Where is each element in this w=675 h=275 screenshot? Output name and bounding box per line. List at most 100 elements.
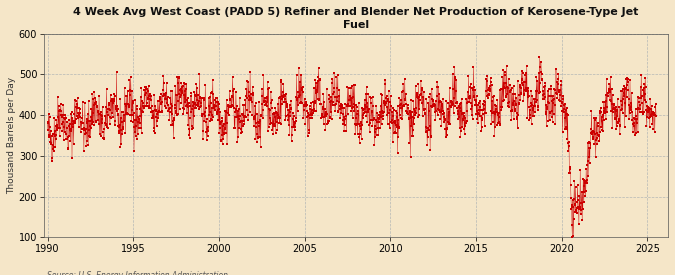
Point — [383, 99, 394, 103]
Point — [286, 106, 296, 110]
Point — [564, 140, 574, 144]
Point — [531, 97, 542, 102]
Point — [375, 115, 385, 120]
Point — [192, 101, 203, 105]
Point — [225, 98, 236, 103]
Point — [225, 96, 236, 101]
Point — [271, 110, 282, 115]
Point — [97, 114, 107, 119]
Point — [504, 100, 514, 104]
Point — [58, 112, 69, 117]
Point — [559, 102, 570, 107]
Point — [497, 75, 508, 80]
Point — [358, 111, 369, 115]
Point — [158, 81, 169, 86]
Point — [577, 207, 588, 211]
Point — [55, 108, 66, 113]
Point — [60, 116, 71, 120]
Point — [601, 109, 612, 114]
Point — [466, 101, 477, 105]
Point — [367, 109, 377, 114]
Point — [605, 98, 616, 103]
Point — [239, 122, 250, 126]
Point — [599, 111, 610, 115]
Point — [391, 109, 402, 113]
Point — [323, 119, 334, 123]
Point — [174, 95, 185, 99]
Point — [458, 118, 468, 122]
Point — [187, 106, 198, 111]
Point — [489, 134, 500, 139]
Point — [100, 121, 111, 125]
Point — [196, 103, 207, 108]
Point — [457, 125, 468, 130]
Point — [313, 78, 323, 83]
Point — [213, 100, 223, 104]
Point — [307, 112, 318, 117]
Point — [489, 112, 500, 117]
Point — [514, 83, 525, 87]
Point — [135, 107, 146, 111]
Point — [490, 103, 501, 107]
Point — [134, 117, 144, 121]
Point — [623, 97, 634, 101]
Point — [67, 156, 78, 160]
Point — [414, 106, 425, 111]
Point — [224, 89, 235, 93]
Point — [194, 95, 205, 100]
Point — [373, 117, 384, 122]
Point — [518, 80, 529, 84]
Point — [523, 86, 534, 90]
Point — [106, 99, 117, 103]
Point — [423, 128, 434, 133]
Point — [441, 126, 452, 131]
Point — [138, 103, 148, 108]
Point — [435, 116, 446, 121]
Point — [534, 55, 545, 59]
Point — [297, 88, 308, 92]
Point — [194, 72, 205, 76]
Point — [408, 128, 418, 133]
Point — [643, 110, 654, 114]
Point — [70, 119, 80, 123]
Point — [147, 116, 158, 120]
Point — [64, 121, 75, 126]
Point — [45, 141, 56, 146]
Point — [623, 88, 634, 92]
Point — [431, 94, 442, 98]
Point — [461, 101, 472, 105]
Point — [521, 64, 532, 68]
Point — [110, 119, 121, 123]
Point — [600, 110, 611, 114]
Point — [498, 67, 509, 72]
Point — [520, 88, 531, 92]
Point — [375, 109, 385, 114]
Point — [608, 103, 619, 108]
Point — [126, 119, 137, 123]
Point — [259, 99, 270, 103]
Point — [395, 106, 406, 110]
Point — [235, 119, 246, 123]
Point — [341, 114, 352, 118]
Point — [566, 207, 576, 211]
Point — [621, 77, 632, 81]
Point — [450, 89, 461, 93]
Point — [630, 117, 641, 122]
Point — [182, 103, 193, 107]
Point — [542, 89, 553, 93]
Point — [419, 106, 430, 111]
Point — [387, 114, 398, 118]
Point — [635, 95, 646, 100]
Point — [508, 101, 518, 106]
Point — [612, 113, 623, 118]
Point — [354, 101, 364, 105]
Point — [591, 155, 601, 159]
Point — [235, 120, 246, 124]
Point — [622, 75, 632, 80]
Point — [589, 129, 599, 134]
Point — [48, 144, 59, 149]
Point — [468, 85, 479, 90]
Point — [262, 100, 273, 104]
Point — [518, 82, 529, 87]
Point — [562, 112, 572, 116]
